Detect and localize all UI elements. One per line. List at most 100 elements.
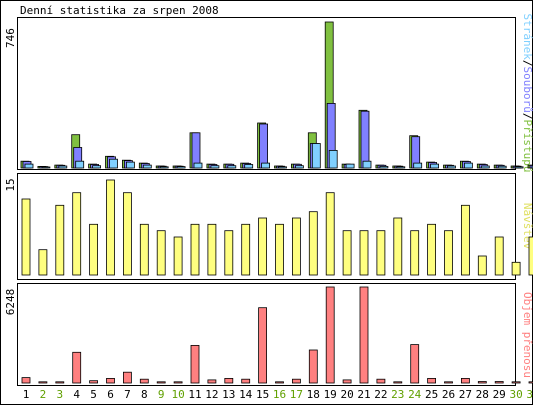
x-tick-label-day-31: 31 [526, 388, 533, 401]
bar-visits-day-6 [106, 179, 115, 276]
bars-traffic [21, 286, 533, 384]
bar-visits-day-27 [460, 204, 470, 276]
bar-traffic-day-29 [494, 381, 504, 384]
bar-traffic-day-14 [241, 378, 251, 384]
bar-hits-day-28 [480, 165, 490, 169]
bar-traffic-day-20 [342, 379, 352, 384]
bar-visits-day-24 [410, 230, 420, 276]
panel-right-label-hits: Stránek/Souborů/Přístupů [521, 14, 533, 173]
bar-visits-day-28 [477, 255, 487, 276]
bar-traffic-day-28 [477, 381, 487, 384]
bar-visits-day-22 [376, 230, 386, 276]
x-tick-label-day-20: 20 [340, 388, 353, 401]
bar-visits-day-20 [342, 230, 352, 276]
bar-hits-day-7 [126, 161, 135, 169]
bar-visits-day-12 [207, 223, 217, 276]
bar-hits-day-14 [244, 164, 254, 169]
bar-visits-day-29 [494, 236, 504, 276]
bar-traffic-day-25 [427, 377, 437, 384]
bar-traffic-day-10 [173, 381, 183, 384]
bar-traffic-day-1 [21, 377, 31, 384]
hits-files-pages-panel: 746 Stránek/Souborů/Přístupů [4, 14, 533, 173]
bar-hits-day-2 [41, 166, 51, 169]
bar-hits-day-29 [497, 165, 507, 169]
legend-sep-2: / [521, 113, 533, 120]
legend-sep-1: / [521, 60, 533, 67]
bar-hits-day-4 [75, 160, 85, 169]
bar-hits-day-15 [261, 162, 271, 169]
bar-files-day-21 [360, 110, 370, 169]
bar-traffic-day-4 [72, 351, 82, 384]
x-tick-label-day-27: 27 [459, 388, 472, 401]
x-tick-label-day-24: 24 [408, 388, 422, 401]
x-tick-label-day-26: 26 [442, 388, 455, 401]
legend-pages: Přístupů [521, 119, 533, 172]
x-tick-label-day-14: 14 [239, 388, 253, 401]
x-tick-label-day-13: 13 [222, 388, 235, 401]
bar-visits-day-26 [444, 230, 453, 276]
bar-hits-day-5 [92, 165, 101, 169]
x-tick-label-day-30: 30 [509, 388, 522, 401]
bar-traffic-day-12 [207, 379, 217, 384]
y-max-label-traffic: 6248 [4, 289, 17, 316]
x-axis-day-labels: 1 2 3 4 5 6 7 8 9 10 11 12 13 14 15 16 17 18 19 20 21 22 23 24 2… [23, 388, 533, 401]
bar-hits-day-22 [379, 165, 389, 169]
bar-traffic-day-24 [410, 344, 420, 384]
x-tick-label-day-11: 11 [188, 388, 201, 401]
bar-visits-day-18 [308, 211, 318, 276]
bar-traffic-day-13 [224, 377, 234, 384]
x-tick-label-day-6: 6 [107, 388, 114, 401]
x-tick-label-day-23: 23 [391, 388, 404, 401]
x-tick-label-day-7: 7 [124, 388, 131, 401]
chart-title: Denní statistika za srpen 2008 [20, 4, 219, 17]
x-tick-label-day-15: 15 [256, 388, 269, 401]
bar-traffic-day-26 [444, 381, 453, 384]
bar-hits-day-3 [58, 165, 68, 169]
bar-hits-day-12 [210, 165, 220, 169]
bar-hits-day-11 [193, 162, 203, 169]
x-tick-label-day-16: 16 [273, 388, 286, 401]
x-tick-label-day-25: 25 [425, 388, 438, 401]
bar-visits-day-23 [393, 217, 403, 276]
bar-hits-day-30 [514, 166, 524, 169]
bar-visits-day-9 [156, 230, 166, 276]
bar-hits-day-18 [311, 143, 321, 169]
bar-traffic-day-16 [275, 381, 284, 384]
bar-hits-day-9 [159, 166, 169, 169]
bar-visits-day-8 [139, 223, 149, 276]
bar-hits-day-27 [463, 162, 473, 169]
x-tick-label-day-4: 4 [73, 388, 80, 401]
bar-traffic-day-5 [89, 380, 98, 384]
bar-files-day-15 [259, 123, 269, 169]
bar-traffic-day-15 [258, 307, 268, 384]
bar-traffic-day-9 [156, 381, 166, 384]
bar-traffic-day-27 [460, 377, 470, 384]
x-tick-label-day-28: 28 [476, 388, 489, 401]
bar-traffic-day-19 [325, 286, 335, 384]
bar-visits-day-19 [325, 192, 335, 276]
x-tick-label-day-18: 18 [307, 388, 320, 401]
x-tick-label-day-22: 22 [374, 388, 387, 401]
bar-hits-day-16 [278, 166, 287, 169]
bar-visits-day-21 [359, 230, 369, 276]
x-tick-label-day-5: 5 [90, 388, 97, 401]
bar-hits-day-13 [227, 165, 237, 169]
bar-visits-day-3 [55, 204, 65, 276]
bar-hits-day-21 [362, 160, 372, 169]
visits-panel: 15 Návštěv [4, 173, 533, 280]
bar-traffic-day-22 [376, 378, 386, 384]
bar-visits-day-31 [528, 236, 533, 276]
x-tick-label-day-12: 12 [205, 388, 218, 401]
x-tick-label-day-29: 29 [493, 388, 506, 401]
bar-traffic-day-2 [38, 381, 48, 384]
bar-traffic-day-8 [139, 378, 149, 384]
bar-traffic-day-3 [55, 381, 65, 384]
bar-files-day-31 [529, 164, 533, 169]
bar-visits-day-15 [258, 217, 268, 276]
bar-visits-day-7 [123, 192, 132, 276]
x-tick-label-day-10: 10 [171, 388, 184, 401]
bar-visits-day-17 [291, 217, 301, 276]
bar-hits-day-25 [430, 163, 440, 169]
bar-hits-day-24 [413, 162, 423, 169]
